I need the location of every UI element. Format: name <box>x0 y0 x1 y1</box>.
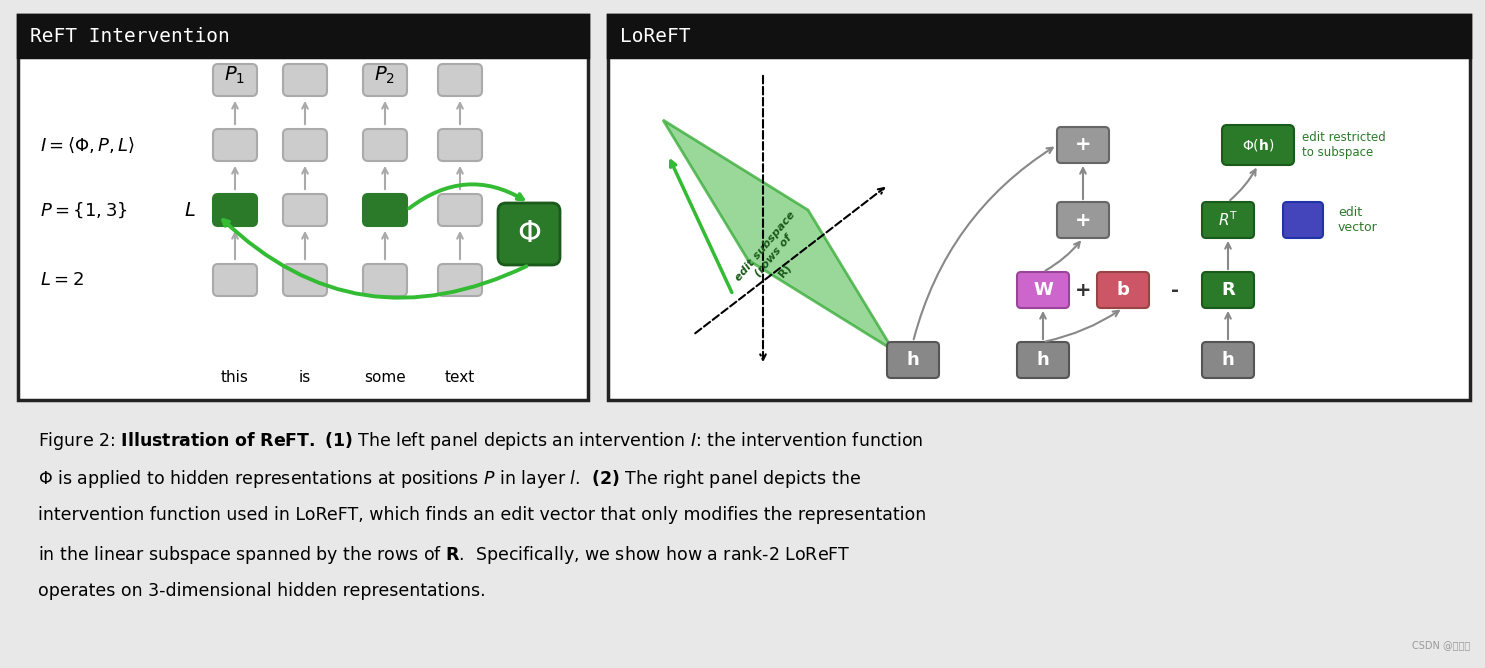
Text: intervention function used in LoReFT, which finds an edit vector that only modif: intervention function used in LoReFT, wh… <box>39 506 927 524</box>
FancyBboxPatch shape <box>212 129 257 161</box>
Polygon shape <box>662 120 892 350</box>
FancyBboxPatch shape <box>1017 272 1069 308</box>
FancyBboxPatch shape <box>1057 127 1109 163</box>
FancyBboxPatch shape <box>212 264 257 296</box>
Text: $\Phi$: $\Phi$ <box>517 220 541 248</box>
Text: h: h <box>907 351 919 369</box>
Text: edit restricted
to subspace: edit restricted to subspace <box>1302 131 1386 159</box>
Text: edit
vector: edit vector <box>1338 206 1378 234</box>
FancyBboxPatch shape <box>362 129 407 161</box>
FancyBboxPatch shape <box>1017 342 1069 378</box>
Text: +: + <box>1075 281 1091 299</box>
FancyBboxPatch shape <box>438 264 483 296</box>
Text: +: + <box>1075 210 1091 230</box>
Text: $P_2$: $P_2$ <box>374 64 395 86</box>
FancyBboxPatch shape <box>284 264 327 296</box>
FancyBboxPatch shape <box>284 129 327 161</box>
FancyBboxPatch shape <box>362 264 407 296</box>
Text: $R^{\mathsf{T}}$: $R^{\mathsf{T}}$ <box>1218 210 1238 229</box>
FancyBboxPatch shape <box>212 194 257 226</box>
FancyBboxPatch shape <box>362 194 407 226</box>
Text: edit subspace
(rows of: edit subspace (rows of <box>734 210 806 291</box>
Text: $I = \langle\Phi, P, L\rangle$: $I = \langle\Phi, P, L\rangle$ <box>40 136 135 154</box>
FancyBboxPatch shape <box>1097 272 1149 308</box>
Text: some: some <box>364 371 405 385</box>
FancyBboxPatch shape <box>438 64 483 96</box>
FancyBboxPatch shape <box>212 64 257 96</box>
Text: $L = 2$: $L = 2$ <box>40 271 83 289</box>
FancyBboxPatch shape <box>362 64 407 96</box>
Text: $P_1$: $P_1$ <box>224 64 245 86</box>
FancyBboxPatch shape <box>284 64 327 96</box>
FancyBboxPatch shape <box>1222 125 1293 165</box>
Text: h: h <box>1222 351 1234 369</box>
Text: $L$: $L$ <box>184 200 196 220</box>
Text: operates on 3-dimensional hidden representations.: operates on 3-dimensional hidden represe… <box>39 582 486 600</box>
FancyBboxPatch shape <box>1057 202 1109 238</box>
FancyBboxPatch shape <box>438 194 483 226</box>
Text: $\Phi(\mathbf{h})$: $\Phi(\mathbf{h})$ <box>1241 137 1274 153</box>
Text: LoReFT: LoReFT <box>621 27 691 45</box>
Text: $\mathbf{R}$): $\mathbf{R}$) <box>775 262 794 282</box>
Bar <box>18 15 588 400</box>
FancyBboxPatch shape <box>887 342 939 378</box>
FancyBboxPatch shape <box>1283 202 1323 238</box>
Text: this: this <box>221 371 249 385</box>
FancyBboxPatch shape <box>497 203 560 265</box>
Text: Figure 2: $\mathbf{Illustration\ of\ ReFT.}$ $\mathbf{(1)}$ The left panel depic: Figure 2: $\mathbf{Illustration\ of\ ReF… <box>39 430 924 452</box>
Text: -: - <box>1172 281 1179 299</box>
Text: b: b <box>1117 281 1130 299</box>
Text: $P = \{1, 3\}$: $P = \{1, 3\}$ <box>40 200 128 220</box>
Text: in the linear subspace spanned by the rows of $\mathbf{R}$.  Specifically, we sh: in the linear subspace spanned by the ro… <box>39 544 851 566</box>
Bar <box>607 15 1470 400</box>
Text: +: + <box>1075 136 1091 154</box>
Text: is: is <box>298 371 312 385</box>
Text: ReFT Intervention: ReFT Intervention <box>30 27 230 45</box>
Text: $\Phi$ is applied to hidden representations at positions $P$ in layer $l$.  $\ma: $\Phi$ is applied to hidden representati… <box>39 468 861 490</box>
FancyBboxPatch shape <box>1201 342 1253 378</box>
FancyBboxPatch shape <box>438 129 483 161</box>
Text: R: R <box>1221 281 1236 299</box>
FancyBboxPatch shape <box>284 194 327 226</box>
FancyBboxPatch shape <box>1201 202 1253 238</box>
Text: text: text <box>446 371 475 385</box>
Text: CSDN @段智华: CSDN @段智华 <box>1412 640 1470 650</box>
Text: W: W <box>1034 281 1053 299</box>
Bar <box>607 15 1470 57</box>
FancyBboxPatch shape <box>1201 272 1253 308</box>
Text: h: h <box>1037 351 1050 369</box>
Bar <box>18 15 588 57</box>
